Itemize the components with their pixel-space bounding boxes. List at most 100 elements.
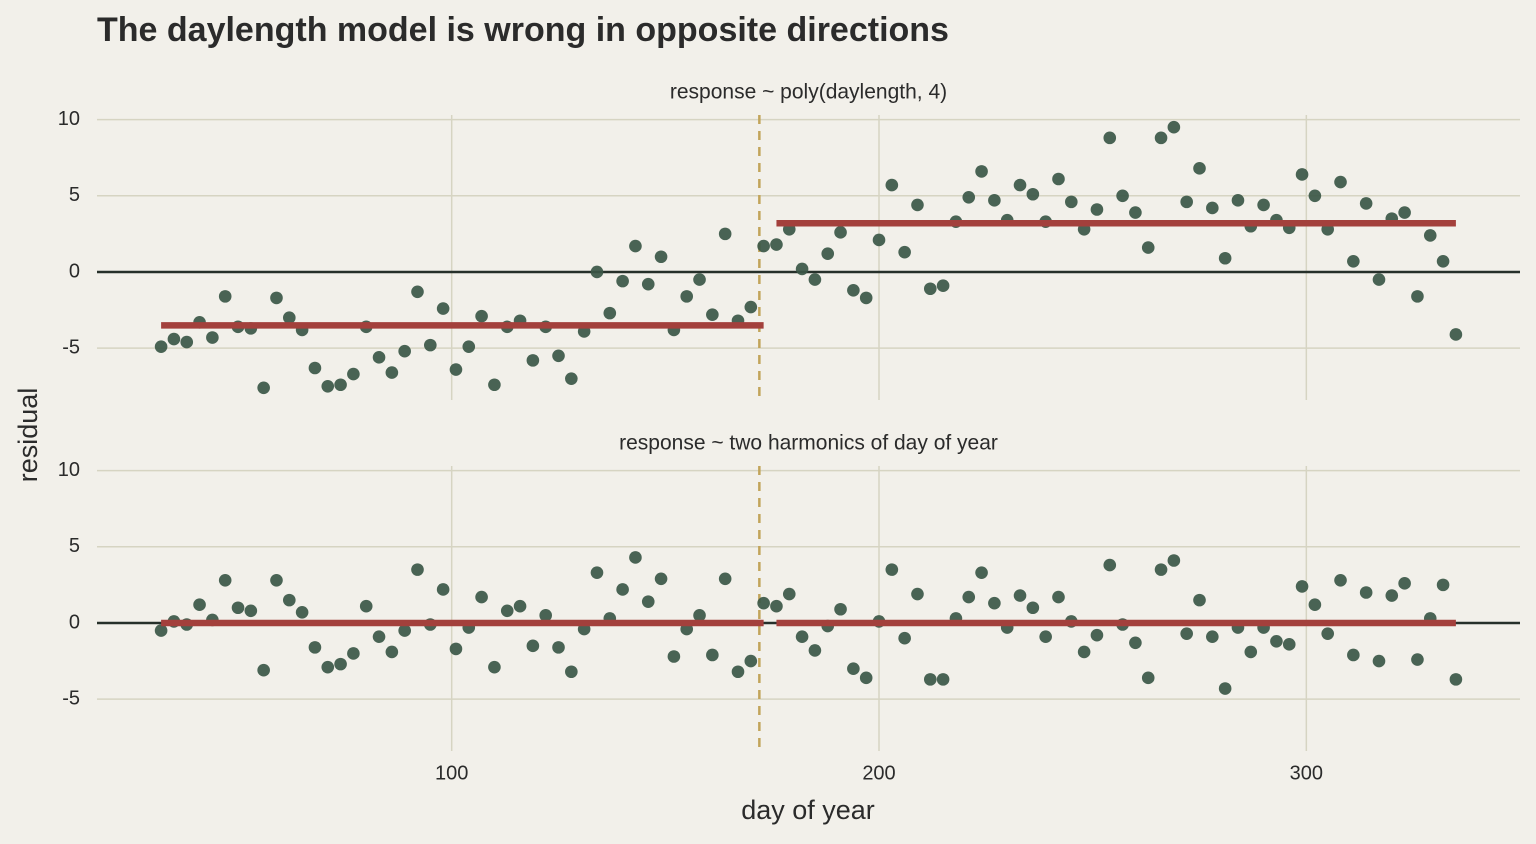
data-point [885,178,899,192]
data-point [372,630,386,643]
data-point [180,335,194,349]
data-point [321,660,335,674]
data-point [513,599,527,613]
facet-title: response ~ poly(daylength, 4) [670,81,947,104]
data-point [936,673,950,686]
data-point [1052,590,1065,604]
data-point [218,290,232,303]
data-point [718,572,732,586]
facet-title: response ~ two harmonics of day of year [619,432,998,455]
data-point [1167,554,1181,567]
data-point [462,340,476,353]
data-point [1026,601,1040,615]
data-point [1039,630,1052,643]
data-point [1308,598,1322,611]
data-point [654,572,668,586]
data-point [1436,255,1450,268]
data-point [1218,682,1232,695]
data-point [770,238,783,251]
data-point [1103,558,1117,572]
data-point [1334,574,1347,587]
data-point [911,587,924,601]
data-point [244,604,258,618]
data-point [923,282,937,296]
data-point [1359,586,1373,599]
data-point [988,596,1001,610]
data-point [859,671,873,685]
data-point [411,285,424,299]
x-tick-label: 300 [1290,762,1323,784]
y-tick-label: -5 [62,336,80,358]
data-point [334,657,347,671]
y-axis-label: residual [13,388,43,483]
data-point [257,663,270,677]
data-point [372,351,386,364]
y-tick-label: 0 [69,611,80,633]
data-point [1449,328,1463,341]
data-point [1244,645,1258,659]
data-point [1372,654,1386,668]
data-point [1077,645,1091,659]
data-point [565,372,578,385]
data-point [654,250,668,264]
data-point [1372,273,1386,286]
data-point [975,165,988,178]
data-point [1398,206,1411,219]
data-point [1154,563,1168,576]
data-point [667,650,681,663]
data-point [923,673,937,686]
data-point [834,602,847,616]
x-tick-label: 200 [862,762,895,784]
data-point [1065,195,1078,209]
y-tick-label: 10 [58,459,80,481]
data-point [641,595,655,608]
data-point [385,645,399,659]
data-point [821,247,835,260]
data-point [436,302,450,315]
data-point [1103,131,1117,145]
data-point [1257,198,1270,212]
data-point [744,300,758,314]
data-point [488,660,501,674]
data-point [1270,634,1283,648]
data-point [1449,673,1463,686]
data-point [1295,580,1309,593]
x-axis-label: day of year [741,795,875,825]
y-tick-label: 0 [69,260,80,282]
y-tick-label: 5 [69,184,80,206]
data-point [872,233,886,247]
data-point [1398,577,1411,590]
data-point [1180,195,1193,209]
data-point [847,662,860,676]
data-point [436,583,450,596]
data-point [1411,290,1424,303]
data-point [936,279,950,292]
data-point [231,601,245,615]
data-point [1295,168,1309,181]
data-point [1090,203,1104,216]
data-point [475,590,488,604]
data-point [1154,131,1168,145]
data-point [1206,630,1219,643]
data-point [257,381,270,395]
data-point [782,587,796,601]
data-point [616,274,629,288]
data-point [565,665,578,679]
data-point [1193,593,1206,607]
data-point [1141,671,1155,685]
data-point [359,599,373,613]
data-point [706,308,719,321]
data-point [731,665,745,679]
data-point [834,226,847,239]
data-point [411,563,424,576]
data-point [449,642,463,656]
data-point [1308,189,1322,203]
data-point [808,644,822,657]
data-point [757,239,770,253]
data-point [1436,578,1450,592]
data-point [347,367,360,381]
data-point [270,291,283,305]
data-point [680,290,694,303]
data-point [1206,201,1219,215]
data-point [911,198,924,212]
